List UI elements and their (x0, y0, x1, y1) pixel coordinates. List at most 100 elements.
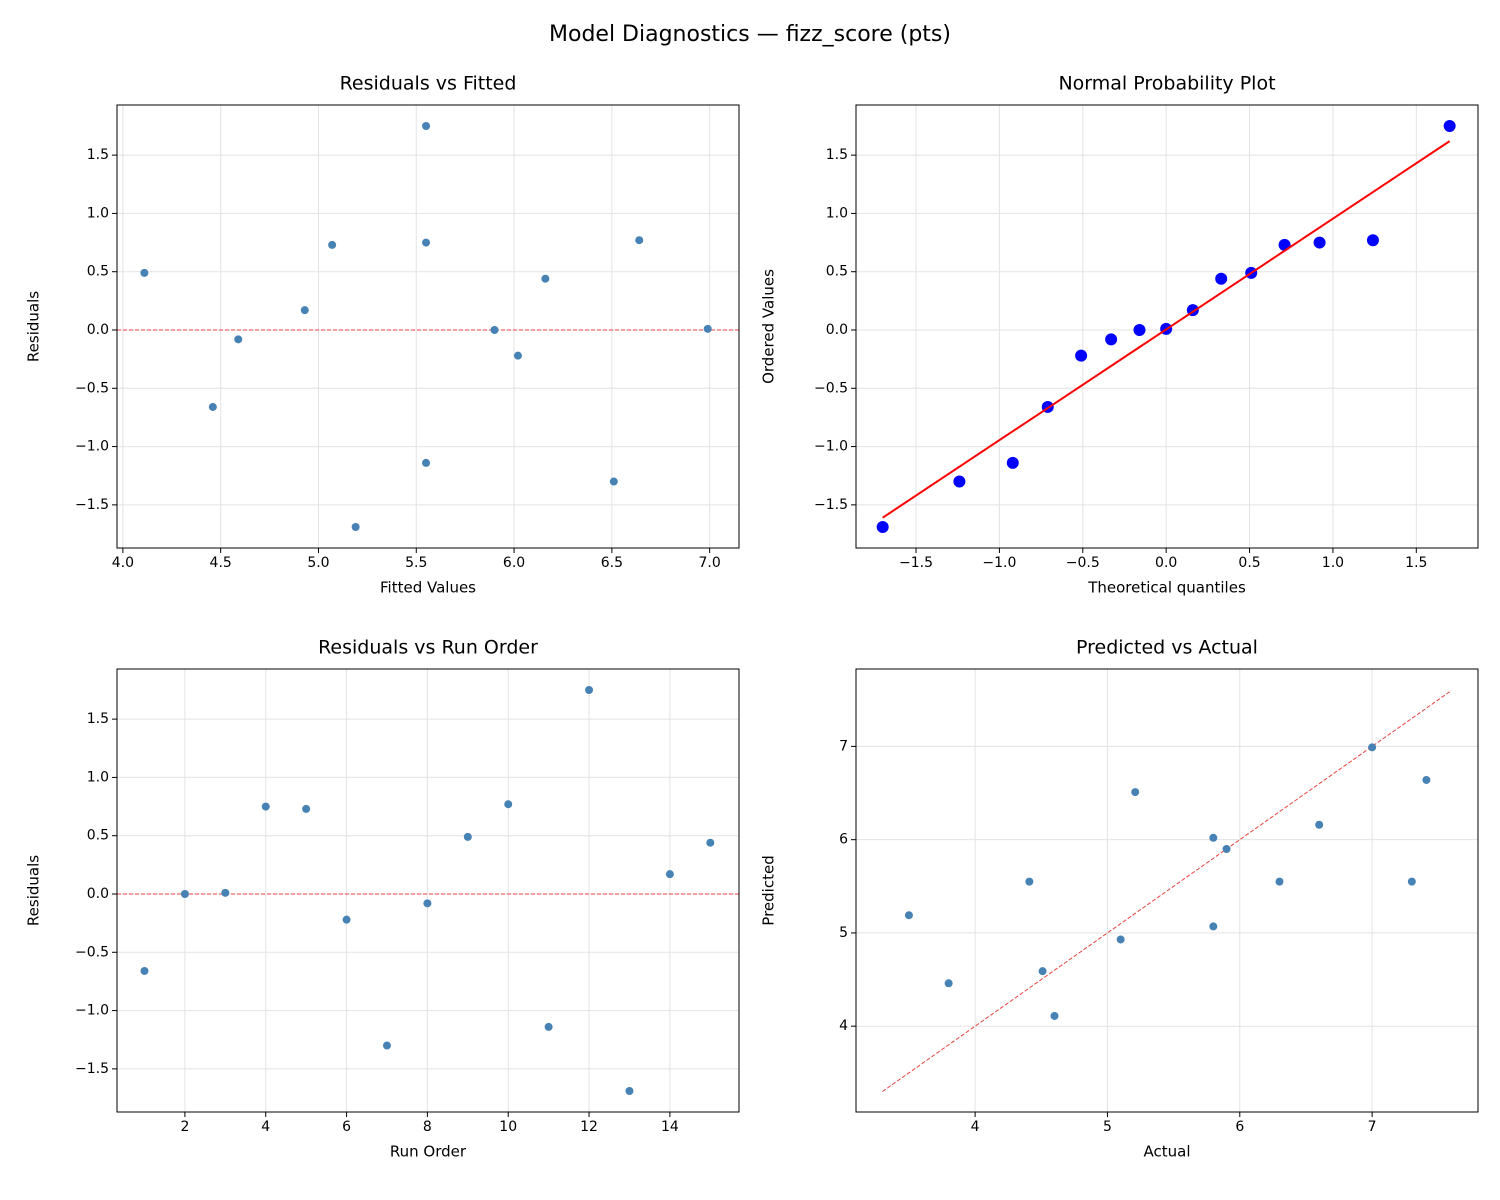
x-tick-label: 6 (342, 1119, 351, 1135)
y-tick-label: 0.0 (87, 886, 109, 902)
y-tick-label: 1.5 (87, 147, 109, 163)
point (422, 121, 431, 130)
y-tick-label: −0.5 (75, 944, 109, 960)
point (1038, 967, 1047, 976)
point (504, 800, 513, 809)
subplot: 2 4 6 8 10 12 14 −1.5 −1.0 −0.5 0.0 0.5 1.0 1.5 Residu… (25, 637, 740, 1161)
point (706, 838, 715, 847)
x-tick-label: 5.0 (307, 555, 329, 571)
x-tick-label: 2 (180, 1119, 189, 1135)
y-tick-label: 1.0 (87, 205, 109, 221)
x-tick-label: −1.0 (982, 555, 1016, 571)
y-tick-label: 0.5 (826, 264, 848, 280)
point (944, 979, 953, 988)
x-tick-label: 4.5 (210, 555, 232, 571)
point (351, 523, 360, 532)
y-axis-label: Residuals (25, 291, 43, 362)
y-tick-label: 7 (839, 738, 848, 754)
point (261, 802, 270, 811)
point (180, 889, 189, 898)
y-tick-label: 1.0 (826, 205, 848, 221)
figure-title: Model Diagnostics — fizz_score (pts) (549, 22, 951, 47)
point (342, 915, 351, 924)
y-tick-label: 1.5 (87, 711, 109, 727)
subplot: 4 5 6 7 4 5 6 7 Predicted vs Actual Actual Predict… (760, 637, 1479, 1161)
point (703, 324, 712, 333)
x-tick-label: 6.0 (503, 555, 525, 571)
y-tick-label: −1.0 (814, 439, 848, 455)
x-tick-label: 5 (1103, 1119, 1112, 1135)
point (1209, 833, 1218, 842)
y-tick-label: −1.0 (75, 1003, 109, 1019)
y-tick-label: −1.5 (75, 497, 109, 513)
point (665, 870, 674, 879)
point (1407, 877, 1416, 886)
y-tick-label: −0.5 (814, 380, 848, 396)
x-tick-label: 1.0 (1322, 555, 1344, 571)
x-tick-label: 12 (580, 1119, 598, 1135)
axes-frame (855, 104, 1479, 549)
point (625, 1087, 634, 1096)
point (1075, 349, 1088, 362)
x-axis-label: Run Order (390, 1143, 467, 1161)
y-axis-label: Predicted (760, 855, 778, 925)
x-tick-label: 4 (971, 1119, 980, 1135)
point (208, 402, 217, 411)
axes-frame (116, 104, 740, 549)
subplot-title: Predicted vs Actual (1076, 637, 1258, 659)
y-tick-label: −1.5 (75, 1061, 109, 1077)
point (609, 477, 618, 486)
point (302, 804, 311, 813)
x-tick-label: 0.0 (1155, 555, 1177, 571)
point (635, 236, 644, 245)
y-tick-label: 4 (839, 1018, 848, 1034)
point (463, 832, 472, 841)
point (140, 268, 149, 277)
point (904, 911, 913, 920)
point (541, 274, 550, 283)
point (1443, 119, 1456, 132)
x-tick-label: 4 (261, 1119, 270, 1135)
point (1366, 234, 1379, 247)
point (1313, 236, 1326, 249)
point (1215, 272, 1228, 285)
y-tick-label: 0.5 (87, 264, 109, 280)
point (1006, 456, 1019, 469)
x-tick-label: 6.5 (601, 555, 623, 571)
x-tick-label: 14 (661, 1119, 679, 1135)
y-tick-label: 1.5 (826, 147, 848, 163)
subplot: 4.0 4.5 5.0 5.5 6.0 6.5 7.0 −1.5 −1.0 −0.5 0.0 0.5 1… (25, 73, 740, 597)
point (1368, 743, 1377, 752)
subplot-title: Residuals vs Run Order (318, 637, 538, 659)
y-tick-label: 1.0 (87, 769, 109, 785)
point (1422, 775, 1431, 784)
x-tick-label: 7.0 (699, 555, 721, 571)
point (1050, 1011, 1059, 1020)
point (382, 1041, 391, 1050)
point (544, 1022, 553, 1031)
y-axis-label: Residuals (25, 855, 43, 926)
point (1133, 323, 1146, 336)
y-tick-label: −1.5 (814, 497, 848, 513)
y-tick-label: 0.5 (87, 828, 109, 844)
point (1275, 877, 1284, 886)
point (953, 475, 966, 488)
fit-line (882, 140, 1451, 519)
reference-line (882, 690, 1452, 1092)
x-tick-label: 6 (1235, 1119, 1244, 1135)
point (422, 458, 431, 467)
x-tick-label: −1.5 (899, 555, 933, 571)
point (1025, 877, 1034, 886)
point (1209, 922, 1218, 931)
point (1315, 820, 1324, 829)
point (490, 325, 499, 334)
point (1222, 844, 1231, 853)
x-axis-label: Fitted Values (380, 579, 476, 597)
x-tick-label: 10 (499, 1119, 517, 1135)
y-tick-label: 6 (839, 832, 848, 848)
point (1131, 788, 1140, 797)
y-tick-label: −1.0 (75, 439, 109, 455)
y-tick-label: 0.0 (87, 322, 109, 338)
